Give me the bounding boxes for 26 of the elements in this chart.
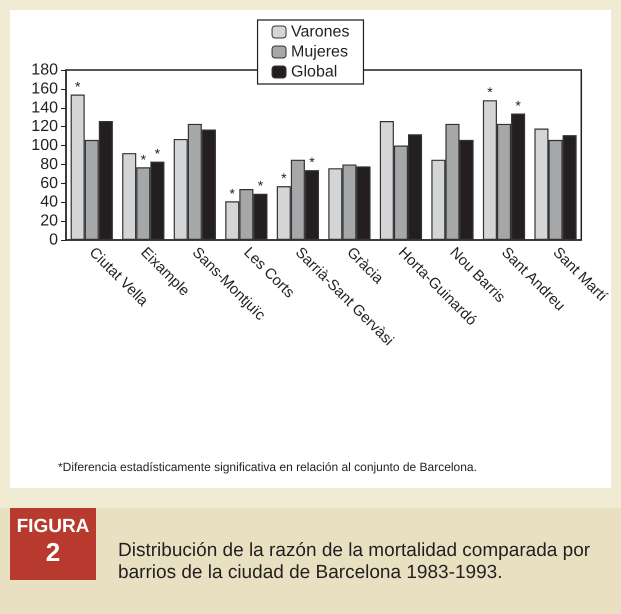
data-label: * (154, 146, 161, 162)
y-tick-label: 140 (31, 99, 58, 116)
y-tick-label: 100 (31, 137, 58, 154)
text: Distribución de la razón de la mortalidad comparada por barrios de la ciudad de Barcelona 1983-1993. (118, 540, 592, 584)
legend-label: Mujeres (291, 44, 348, 60)
y-tick-label: 180 (31, 62, 58, 78)
y-tick-label: 160 (31, 80, 58, 98)
y-tick-label: 0 (49, 232, 58, 248)
legend-label: Global (291, 64, 338, 80)
text: FIGURA (16, 516, 90, 538)
y-tick-label: 120 (31, 118, 58, 136)
data-label: * (281, 170, 288, 186)
y-tick-label: 60 (40, 174, 58, 192)
text: 2 (44, 537, 62, 567)
data-label: * (258, 178, 264, 194)
legend-label: Varones (291, 24, 350, 40)
data-label: * (515, 97, 522, 114)
data-label: * (74, 78, 81, 95)
data-label: * (140, 151, 147, 168)
y-tick-label: 40 (40, 194, 58, 211)
data-label: * (230, 185, 236, 202)
text: *Diferencia estadísticamente significativa en relación al conjunto de Barcelona. (58, 460, 477, 474)
y-tick-label: 80 (40, 156, 58, 173)
data-label: * (487, 84, 494, 100)
y-tick-label: 20 (40, 212, 58, 230)
data-label: * (309, 154, 316, 170)
